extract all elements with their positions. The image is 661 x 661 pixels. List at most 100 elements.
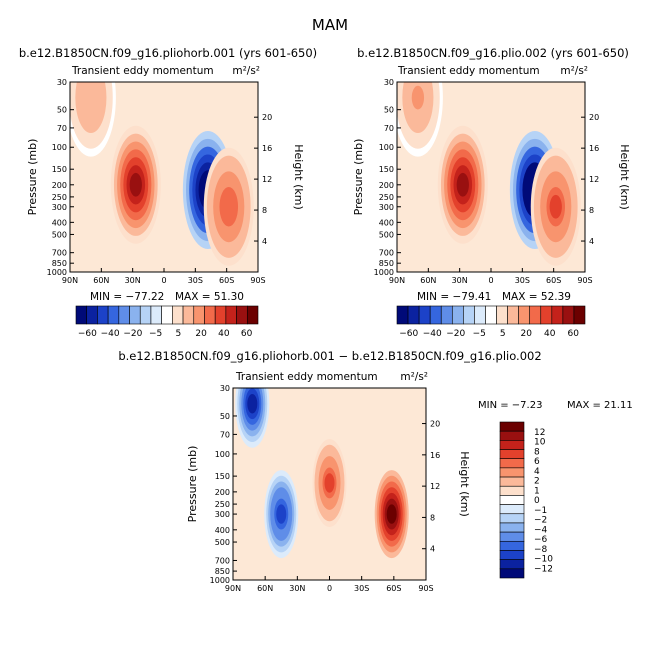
y-tick-label: 500: [215, 538, 230, 547]
y2-tick-label: 20: [262, 113, 272, 122]
colorbar-cell: [463, 305, 475, 325]
y-tick-label: 500: [379, 230, 394, 239]
colorbar-cell: [161, 305, 173, 325]
panel-3-subtitle: Transient eddy momentum: [235, 371, 378, 383]
x-tick-label: 30S: [188, 276, 203, 285]
y-tick-label: 300: [52, 203, 67, 212]
colorbar-cell: [499, 440, 525, 450]
colorbar-cell: [499, 531, 525, 542]
colorbar-label: −10: [534, 555, 553, 565]
colorbar-cell: [507, 305, 519, 325]
y2-tick-label: 16: [430, 451, 440, 460]
y-tick-label: 70: [220, 430, 230, 439]
y2-tick-label: 4: [262, 237, 267, 246]
y2-tick-label: 16: [262, 144, 272, 153]
y-tick-label: 850: [215, 567, 230, 576]
x-tick-label: 30N: [452, 276, 468, 285]
y-tick-label: 500: [52, 230, 67, 239]
colorbar-cell: [540, 305, 553, 325]
y2-tick-label: 12: [430, 482, 440, 491]
y2-tick-label: 4: [430, 545, 435, 554]
y2-tick-label: 16: [589, 144, 599, 153]
colorbar-label: 2: [534, 477, 540, 487]
colorbar-label: 4: [534, 467, 540, 477]
colorbar-cell: [75, 305, 88, 325]
x-tick-label: 30N: [125, 276, 141, 285]
colorbar-cell: [499, 550, 525, 560]
panel-1-max-label: MAX = 51.30: [175, 291, 244, 303]
x-tick-label: 60S: [219, 276, 234, 285]
colorbar-cell: [496, 305, 508, 325]
x-tick-label: 90S: [577, 276, 592, 285]
colorbar-label: −5: [473, 329, 486, 339]
panel-1-subtitle: Transient eddy momentum: [71, 65, 214, 77]
colorbar-cell: [182, 305, 195, 325]
colorbar-cell: [129, 305, 141, 325]
y-tick-label: 1000: [210, 576, 230, 585]
y-tick-label: 150: [215, 472, 230, 481]
page-title: MAM: [312, 16, 348, 34]
contour-band: [276, 504, 287, 524]
colorbar-label: −20: [123, 329, 142, 339]
colorbar-label: 20: [521, 329, 533, 339]
y-tick-label: 30: [57, 78, 67, 87]
colorbar-cell: [418, 305, 431, 325]
panel-3-field: [233, 388, 426, 580]
colorbar-cell: [474, 305, 486, 325]
panel-1-colorbar: −60 −40 −20 −5 5 20 40 60: [75, 305, 259, 339]
colorbar-cell: [499, 513, 525, 524]
colorbar-label: 8: [534, 447, 540, 457]
contour-band: [386, 504, 397, 524]
colorbar-label: 40: [544, 329, 556, 339]
y-tick-label: 300: [215, 510, 230, 519]
y-tick-label: 1000: [47, 268, 67, 277]
contour-band: [549, 194, 562, 219]
colorbar-cell: [499, 421, 525, 432]
panel-3: b.e12.B1850CN.f09_g16.pliohorb.001 − b.e…: [118, 349, 632, 593]
colorbar-label: 0: [534, 496, 540, 506]
y-tick-label: 250: [52, 193, 67, 202]
y2-tick-label: 20: [430, 420, 440, 429]
x-tick-label: 0: [161, 276, 166, 285]
colorbar-cell: [97, 305, 109, 325]
y-tick-label: 70: [57, 124, 67, 133]
y2-tick-label: 12: [589, 175, 599, 184]
contour-band: [324, 473, 335, 493]
colorbar-cell: [407, 305, 420, 325]
y-tick-label: 700: [379, 249, 394, 258]
colorbar-label: −8: [534, 545, 548, 555]
x-tick-label: 90N: [225, 584, 241, 593]
y-tick-label: 1000: [374, 268, 394, 277]
colorbar-cell: [499, 495, 525, 505]
panel-3-units: m²/s²: [400, 371, 428, 383]
colorbar-label: −1: [534, 506, 547, 516]
y-tick-label: 850: [52, 259, 67, 268]
colorbar-cell: [118, 305, 130, 325]
y2-tick-label: 8: [262, 206, 267, 215]
y-tick-label: 200: [52, 181, 67, 190]
panel-2-subtitle: Transient eddy momentum: [397, 65, 540, 77]
colorbar-cell: [499, 458, 525, 469]
y-tick-label: 30: [220, 384, 230, 393]
y-tick-label: 850: [379, 259, 394, 268]
colorbar-cell: [139, 305, 152, 325]
colorbar-cell: [499, 540, 525, 551]
contour-band: [222, 194, 235, 219]
y-tick-label: 100: [379, 143, 394, 152]
panel-2-min-label: MIN = −79.41: [417, 291, 491, 303]
panel-2-title: b.e12.B1850CN.f09_g16.plio.002 (yrs 601-…: [357, 46, 629, 60]
panel-2-max-label: MAX = 52.39: [502, 291, 571, 303]
x-tick-label: 60N: [420, 276, 436, 285]
y-tick-label: 50: [220, 412, 230, 421]
y-tick-label: 300: [379, 203, 394, 212]
y2-tick-label: 8: [430, 513, 435, 522]
colorbar-cell: [499, 485, 525, 496]
colorbar-cell: [529, 305, 542, 325]
y-tick-label: 700: [52, 249, 67, 258]
panel-1-ylabel: Pressure (mb): [26, 139, 39, 216]
panel-3-ylabel: Pressure (mb): [186, 446, 199, 523]
panel-1-y2label: Height (km): [292, 144, 305, 210]
y-tick-label: 100: [52, 143, 67, 152]
y2-tick-label: 4: [589, 237, 594, 246]
